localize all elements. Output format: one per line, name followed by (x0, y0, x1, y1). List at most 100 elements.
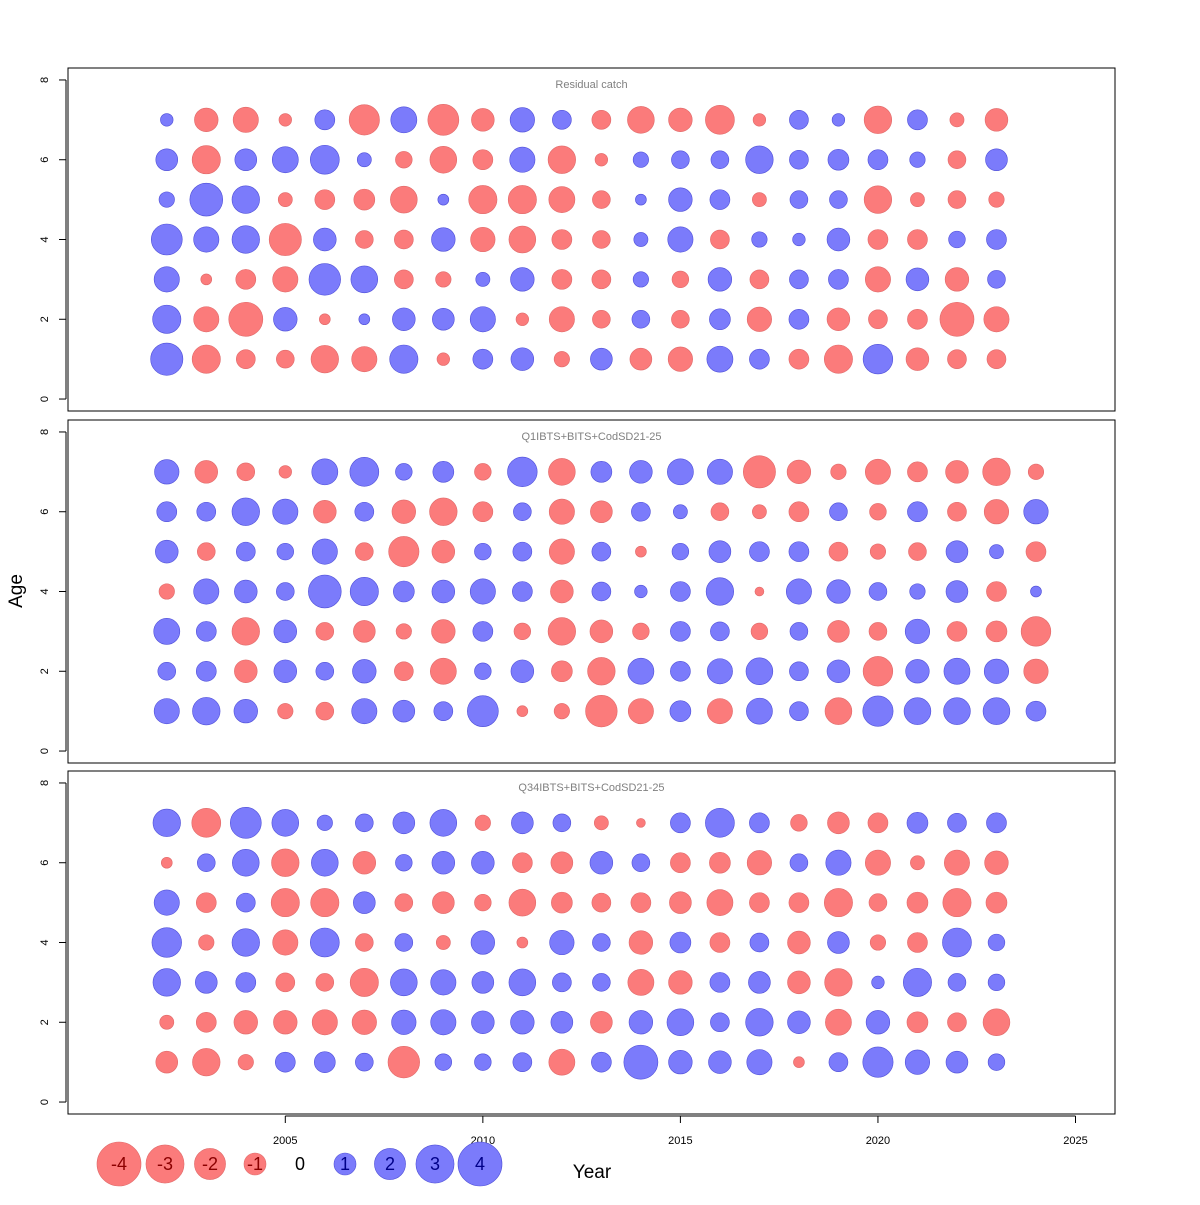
residual-bubble (669, 931, 692, 954)
y-tick-label: 8 (39, 429, 51, 435)
residual-bubble (666, 1008, 695, 1036)
residual-bubble (587, 657, 616, 686)
residual-bubble (863, 105, 893, 134)
residual-bubble (275, 1051, 296, 1073)
residual-bubble (589, 619, 614, 644)
residual-bubble (868, 622, 888, 641)
residual-bubble (752, 192, 767, 207)
residual-bubble (591, 541, 612, 562)
residual-bubble (228, 301, 264, 337)
residual-bubble (824, 697, 853, 725)
residual-bubble (156, 501, 178, 523)
residual-bubble (987, 270, 1006, 289)
residual-bubble (394, 933, 414, 952)
residual-bubble (474, 1053, 492, 1071)
residual-bubble (1027, 463, 1045, 480)
residual-bubble (948, 230, 966, 249)
residual-bubble (158, 191, 175, 208)
residual-bubble (276, 349, 295, 369)
residual-bubble (435, 935, 451, 950)
residual-bubble (511, 811, 534, 835)
residual-bubble (353, 620, 376, 643)
y-tick-label: 4 (39, 588, 51, 594)
residual-bubble (472, 348, 494, 370)
legend-bubble (333, 1152, 357, 1176)
residual-bubble (516, 705, 529, 717)
residual-bubble (947, 150, 967, 169)
residual-bubble (983, 306, 1010, 333)
residual-bubble (387, 1046, 420, 1079)
residual-bubble (786, 459, 812, 484)
residual-bubble (787, 1010, 811, 1034)
y-tick-label: 6 (39, 509, 51, 515)
residual-bubble (196, 501, 217, 522)
residual-bubble (750, 622, 769, 641)
residual-bubble (278, 113, 292, 127)
residual-bubble (394, 893, 414, 912)
residual-bubble (430, 657, 457, 685)
residual-bubble (789, 661, 809, 682)
residual-bubble (939, 301, 975, 337)
residual-bubble (707, 267, 733, 292)
residual-bubble (982, 697, 1011, 725)
residual-bubble (742, 455, 776, 489)
residual-bubble (192, 697, 221, 726)
residual-bubble (909, 151, 926, 168)
residual-bubble (749, 812, 770, 834)
residual-bubble (825, 849, 852, 876)
y-tick-label: 2 (39, 1019, 51, 1025)
residual-bubble (706, 345, 734, 373)
residual-bubble (746, 1049, 773, 1076)
residual-bubble (278, 465, 292, 479)
residual-bubble (745, 1008, 774, 1037)
y-tick-label: 2 (39, 668, 51, 674)
residual-bubble (232, 106, 259, 133)
residual-bubble (394, 229, 414, 250)
residual-bubble (788, 308, 810, 330)
residual-bubble (629, 347, 653, 371)
residual-bubble (908, 542, 927, 561)
residual-bubble (512, 541, 533, 562)
residual-bubble (388, 536, 420, 568)
residual-bubble (268, 223, 302, 256)
residual-bubble (829, 502, 848, 521)
residual-bubble (905, 347, 930, 371)
residual-bubble (987, 973, 1006, 992)
residual-bubble (548, 458, 576, 486)
residual-bubble (986, 812, 1007, 834)
residual-bubble (200, 273, 213, 286)
residual-bubble (869, 934, 886, 951)
residual-bubble (629, 460, 653, 484)
residual-bubble (319, 313, 331, 326)
residual-bubble (152, 968, 181, 997)
residual-bubble (705, 577, 734, 606)
residual-bubble (594, 153, 609, 167)
residual-bubble (705, 105, 735, 135)
residual-bubble (159, 1014, 175, 1030)
legend-label: 0 (295, 1154, 305, 1174)
residual-bubble (191, 344, 221, 374)
residual-bubble (788, 541, 810, 562)
residual-bubble (670, 852, 691, 874)
residual-bubble (350, 265, 379, 294)
residual-bubble (390, 968, 418, 997)
residual-bubble (352, 659, 377, 684)
residual-bubble (474, 893, 492, 912)
residual-bubble (272, 498, 299, 525)
residual-bubble (548, 498, 575, 525)
residual-bubble (193, 226, 220, 253)
residual-bubble (631, 310, 651, 329)
residual-bubble (270, 888, 300, 918)
residual-bubble (709, 972, 731, 993)
residual-bubble (153, 266, 180, 293)
residual-bubble (195, 621, 217, 642)
residual-bubble (628, 930, 654, 955)
residual-bubble (589, 851, 614, 875)
residual-bubble (945, 460, 969, 484)
residual-bubble (394, 269, 414, 290)
residual-bubble (906, 891, 929, 914)
residual-bubble (551, 269, 573, 290)
residual-bubble (985, 148, 1008, 171)
residual-bubble (513, 622, 532, 641)
residual-bubble (592, 973, 611, 992)
